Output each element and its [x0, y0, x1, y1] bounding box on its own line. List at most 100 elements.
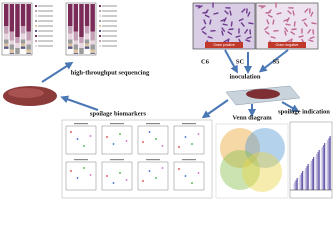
arrow [41, 61, 74, 83]
bar-segment [4, 46, 9, 49]
bacterium [202, 11, 208, 14]
bacterium [202, 30, 207, 35]
bacterium [283, 18, 289, 22]
bacterium [276, 12, 282, 15]
bacterium [260, 5, 266, 9]
legend-text [102, 25, 117, 27]
mini-point [106, 136, 108, 138]
mini-point [148, 170, 151, 172]
mini-point [112, 182, 115, 184]
bar-segment [15, 37, 20, 43]
bar [298, 177, 300, 190]
bar [316, 154, 318, 190]
mini-point [142, 180, 144, 182]
bacterium [293, 21, 296, 27]
bar-segment [79, 43, 84, 48]
bar-segment [73, 44, 79, 50]
legend-swatch [99, 25, 101, 27]
bar-segment [84, 39, 90, 44]
bar-segment [26, 49, 31, 54]
bar [299, 175, 301, 190]
bacterium [285, 23, 291, 26]
bacterium [290, 31, 296, 35]
bar-segment [26, 31, 31, 41]
sequencing-label: high-throughput sequencing [71, 69, 150, 76]
bacterium [284, 30, 287, 36]
mini-plot [101, 125, 133, 155]
mini-point [125, 140, 128, 142]
bacterium [267, 14, 273, 18]
bar [293, 184, 295, 190]
bacterium [287, 10, 292, 15]
legend-swatch [35, 10, 37, 12]
bar-segment [73, 53, 79, 54]
bar-segment [84, 26, 90, 34]
bar-segment [73, 49, 79, 54]
legend-swatch [99, 45, 101, 47]
strain-label: SC [236, 58, 245, 65]
bacterium [204, 14, 210, 18]
bar [307, 164, 309, 190]
page: high-throughput sequencing C6 SC S5 inoc… [1, 2, 333, 199]
bacterium [284, 27, 289, 32]
bacterium [240, 22, 245, 27]
legend-swatch [35, 5, 37, 7]
bacterium [223, 39, 229, 43]
mini-plot [173, 161, 205, 191]
bar-segment [79, 37, 84, 43]
arrow [281, 101, 300, 112]
bacterium [270, 36, 276, 39]
mini-point [119, 172, 121, 174]
bacterium [222, 23, 228, 26]
mini-point [191, 182, 193, 184]
bar-segment [73, 40, 79, 45]
legend-text [38, 25, 53, 27]
bacterium [309, 36, 315, 40]
bar-segment [84, 4, 90, 26]
venn-label: Venn diagram [232, 114, 272, 121]
bar [306, 166, 308, 190]
bacterium [197, 5, 203, 9]
bar-segment [4, 43, 9, 47]
bacterium [209, 19, 212, 25]
bacterium [229, 10, 232, 16]
bar-segment [4, 39, 9, 44]
bacterium [311, 22, 317, 25]
bar-segment [90, 40, 95, 45]
bacterium [307, 29, 311, 34]
bar-segment [90, 49, 95, 54]
venn-frame [215, 123, 289, 199]
bar-segment [84, 43, 90, 47]
bar-segment [9, 53, 15, 54]
bar-segment [15, 43, 20, 48]
mini-title [110, 159, 124, 161]
mini-title [182, 123, 196, 125]
arrow [224, 49, 238, 74]
gram-box [268, 42, 306, 48]
legend-swatch [99, 40, 101, 42]
bar-segment [26, 44, 31, 50]
legend-text [102, 30, 117, 32]
mini-point [191, 143, 193, 145]
bar-segment [73, 31, 79, 41]
mini-title [74, 123, 88, 125]
bar [321, 147, 323, 190]
venn-set [242, 152, 282, 192]
mini-plot [173, 125, 205, 155]
mini-point [83, 167, 85, 169]
mini-point [89, 135, 92, 137]
bar-segment [26, 53, 31, 54]
bar [326, 142, 328, 190]
legend-text [102, 10, 117, 12]
mini-point [184, 175, 187, 177]
bar-segment [20, 46, 26, 49]
meat-highlight [8, 88, 44, 98]
mini-title [146, 123, 160, 125]
bacterium [230, 21, 233, 27]
mini-point [184, 136, 187, 138]
bar [322, 145, 324, 190]
bacterium [264, 26, 269, 31]
bar-segment [90, 53, 95, 54]
indication-label: spoilage indication [278, 108, 330, 115]
legend-swatch [99, 10, 101, 12]
